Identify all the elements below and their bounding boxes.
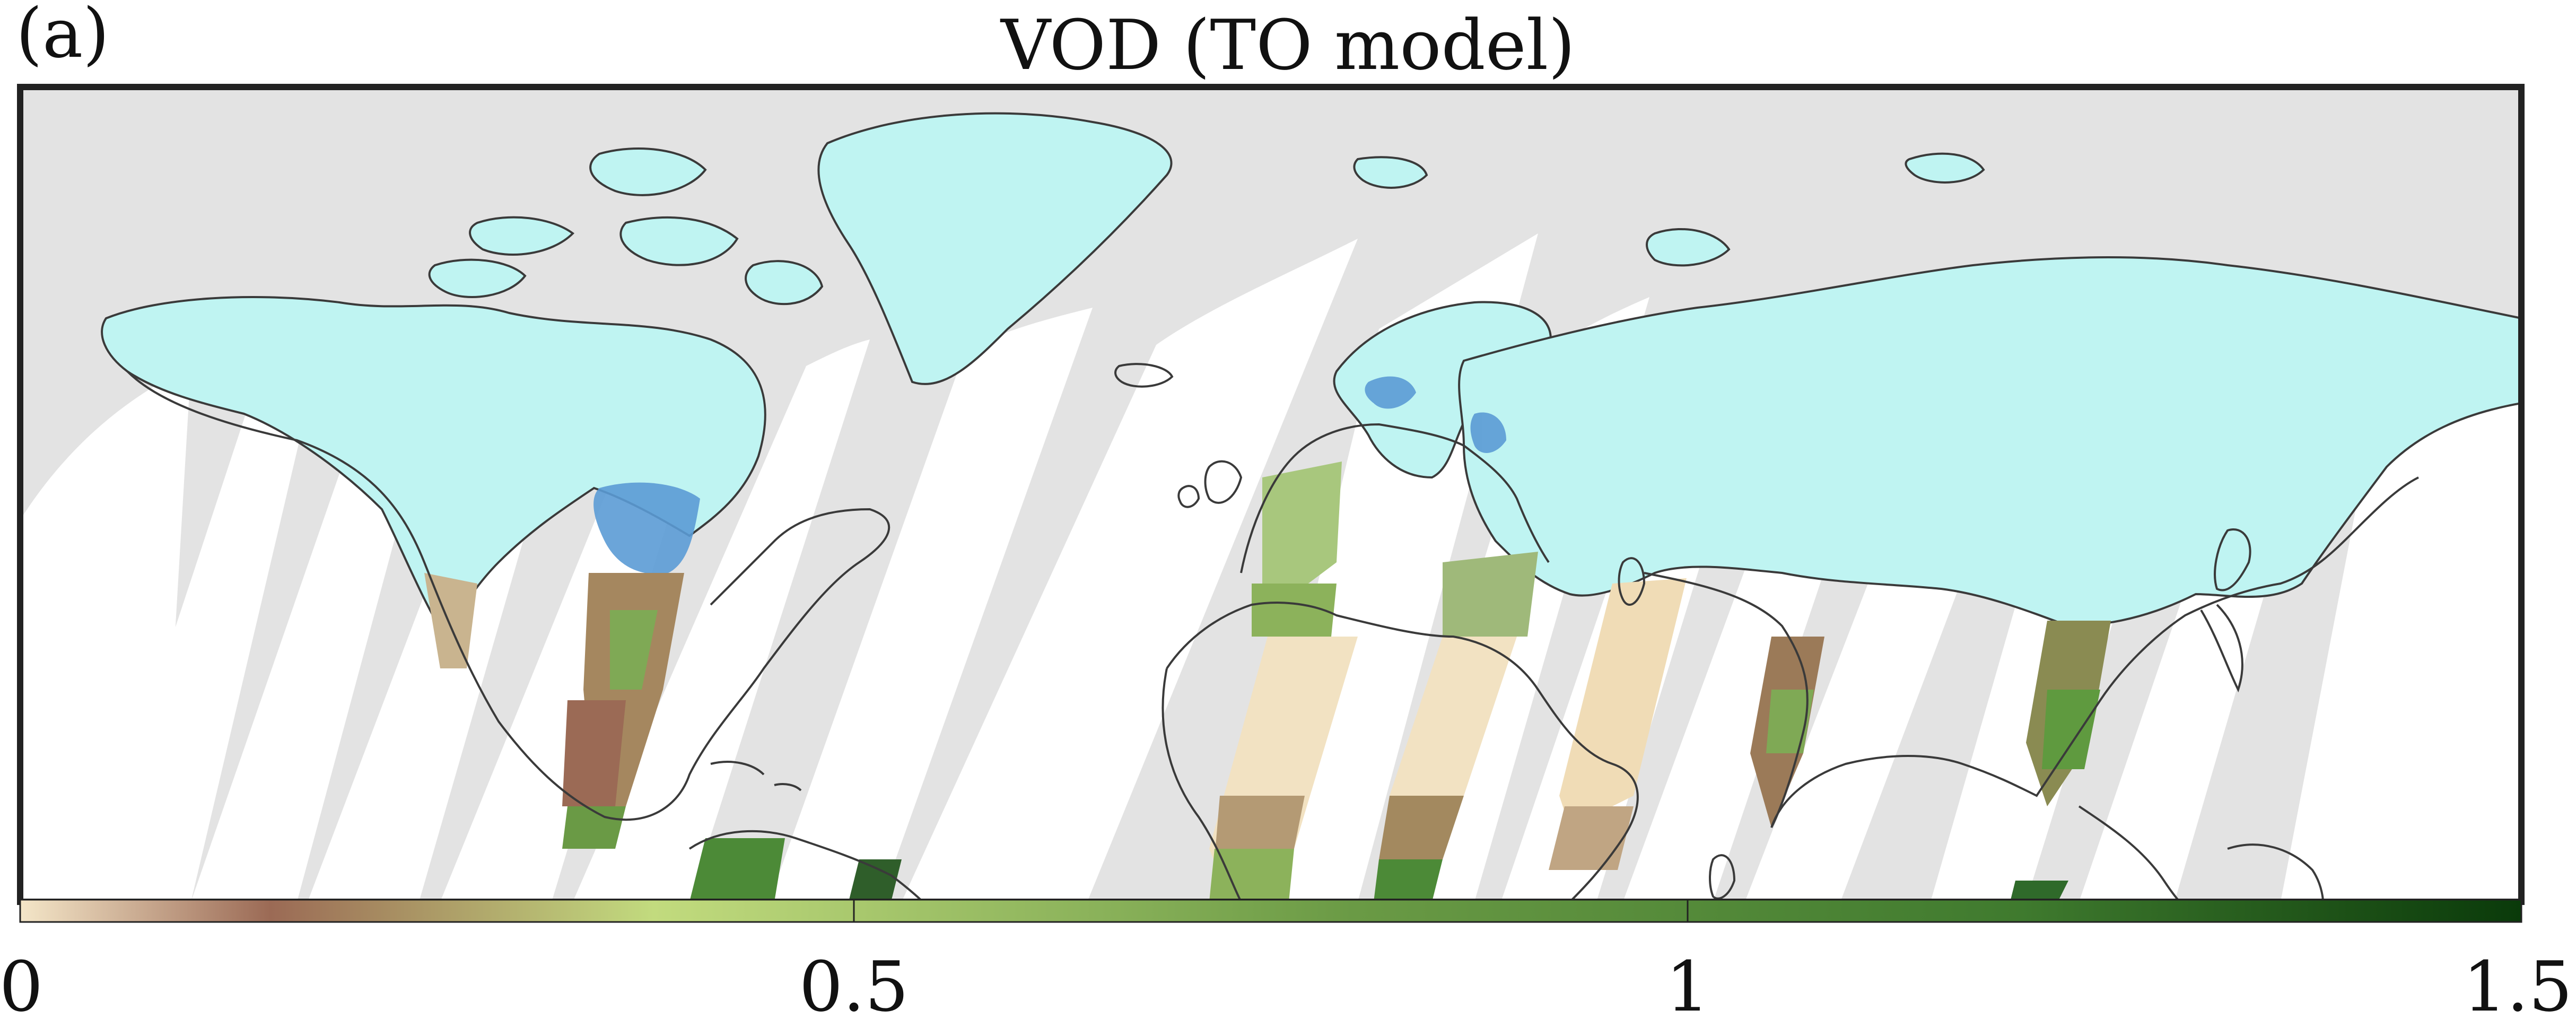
coast-europe: [1240, 423, 1550, 573]
colorbar-bar: [19, 899, 2522, 923]
frozen-areas: [101, 112, 2521, 639]
coast-north-america: [126, 370, 890, 821]
coast-south-america: [688, 830, 924, 902]
map-layers: [20, 112, 2521, 902]
water-areas: [593, 376, 1506, 574]
greenland: [817, 112, 1173, 385]
colorbar-ticks: [19, 900, 2522, 922]
colorbar-tick-label-1: 1: [1665, 946, 1710, 1027]
coast-asia: [1644, 476, 2419, 828]
eurasia-north: [1458, 256, 2521, 628]
swath-arabia: [1559, 578, 1687, 828]
colorbar-tick-label-0: 0: [0, 946, 43, 1027]
map-title: VOD (TO model): [1000, 5, 1576, 85]
swath-africa-central: [1390, 637, 1517, 828]
coastlines: [126, 363, 2419, 902]
colorbar: [19, 899, 2522, 923]
panel-label: (a): [16, 0, 110, 73]
coast-europe-africa: [1166, 602, 1639, 902]
colorbar-tick-label-0-5: 0.5: [799, 946, 909, 1027]
coast-southeast-asia: [2078, 805, 2181, 902]
colorbar-tick-label-1-5: 1.5: [2463, 946, 2573, 1027]
